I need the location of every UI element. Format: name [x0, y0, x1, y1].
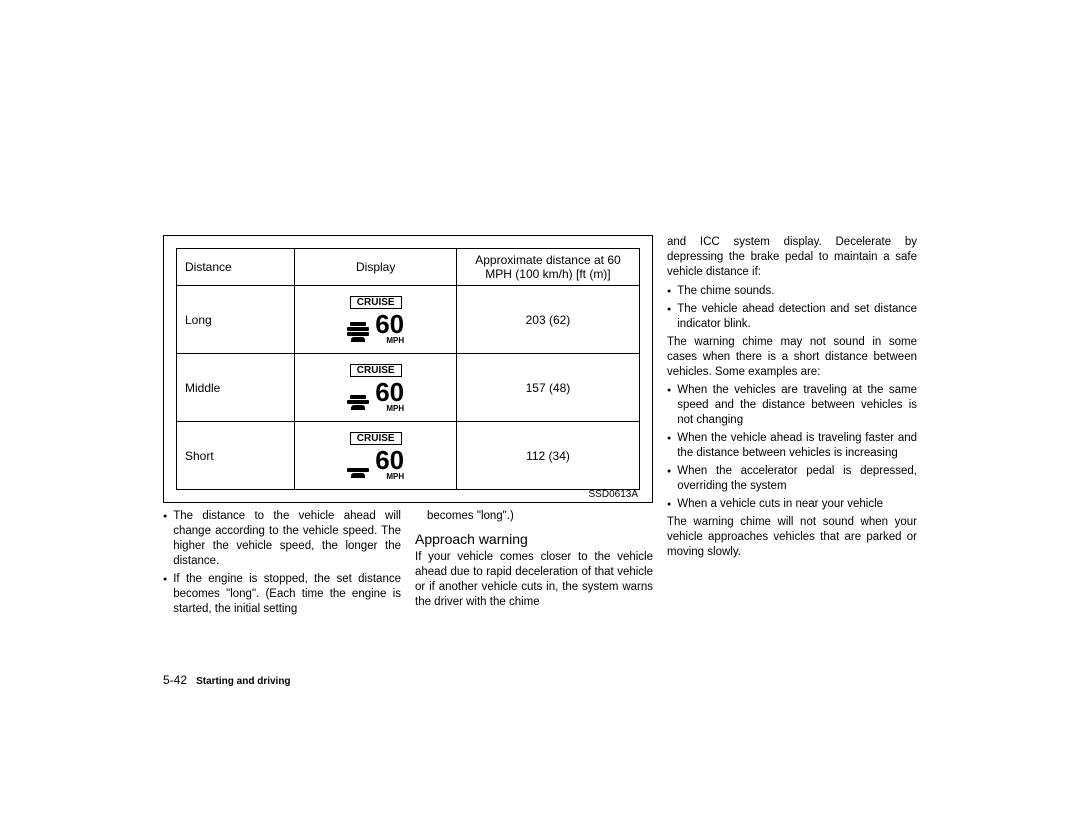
right-mid: The warning chime may not sound in some … [667, 335, 917, 380]
approach-warning-heading: Approach warning [415, 530, 653, 548]
figure-id: SSD0613A [589, 489, 638, 500]
distance-table: Distance Display Approximate distance at… [176, 248, 640, 490]
bullet-text: When the accelerator pedal is depressed,… [677, 464, 917, 494]
speed-value: 60 [375, 445, 404, 475]
bullet-text: The chime sounds. [677, 284, 774, 299]
distance-icon-short [347, 468, 369, 478]
right-intro: and ICC system display. Decelerate by de… [667, 235, 917, 280]
right-outro: The warning chime will not sound when yo… [667, 515, 917, 560]
speed-value: 60 [375, 377, 404, 407]
cruise-badge: CRUISE [350, 432, 402, 445]
continuation-text: becomes "long".) [427, 509, 653, 524]
row-middle-value: 157 (48) [456, 354, 639, 422]
bullet-text: The distance to the vehicle ahead will c… [173, 509, 401, 569]
left-bullets: The distance to the vehicle ahead will c… [163, 509, 401, 617]
row-middle-label: Middle [177, 354, 295, 422]
bullet-text: When the vehicles are traveling at the s… [677, 383, 917, 428]
right-bullets-2: When the vehicles are traveling at the s… [667, 383, 917, 512]
cruise-badge: CRUISE [350, 364, 402, 377]
cruise-badge: CRUISE [350, 296, 402, 309]
speed-value: 60 [375, 309, 404, 339]
header-distance: Distance [177, 249, 295, 286]
row-short-label: Short [177, 422, 295, 490]
bullet-text: When the vehicle ahead is traveling fast… [677, 431, 917, 461]
section-title: Starting and driving [196, 676, 290, 687]
row-short-display: CRUISE 60 MPH [295, 422, 457, 490]
row-long-display: CRUISE 60 MPH [295, 286, 457, 354]
row-middle-display: CRUISE 60 MPH [295, 354, 457, 422]
distance-icon-middle [347, 395, 369, 410]
approach-body: If your vehicle comes closer to the vehi… [415, 550, 653, 610]
bullet-text: If the engine is stopped, the set distan… [173, 572, 401, 617]
distance-table-frame: Distance Display Approximate distance at… [163, 235, 653, 503]
bullet-text: The vehicle ahead detection and set dist… [677, 302, 917, 332]
right-bullets-1: The chime sounds. The vehicle ahead dete… [667, 284, 917, 332]
row-long-label: Long [177, 286, 295, 354]
page-number: 5-42 [163, 673, 187, 687]
bullet-text: When a vehicle cuts in near your vehicle [677, 497, 883, 512]
row-short-value: 112 (34) [456, 422, 639, 490]
page-footer: 5-42 Starting and driving [163, 673, 291, 687]
header-display: Display [295, 249, 457, 286]
row-long-value: 203 (62) [456, 286, 639, 354]
header-approx: Approximate distance at 60 MPH (100 km/h… [456, 249, 639, 286]
distance-icon-long [347, 322, 369, 342]
